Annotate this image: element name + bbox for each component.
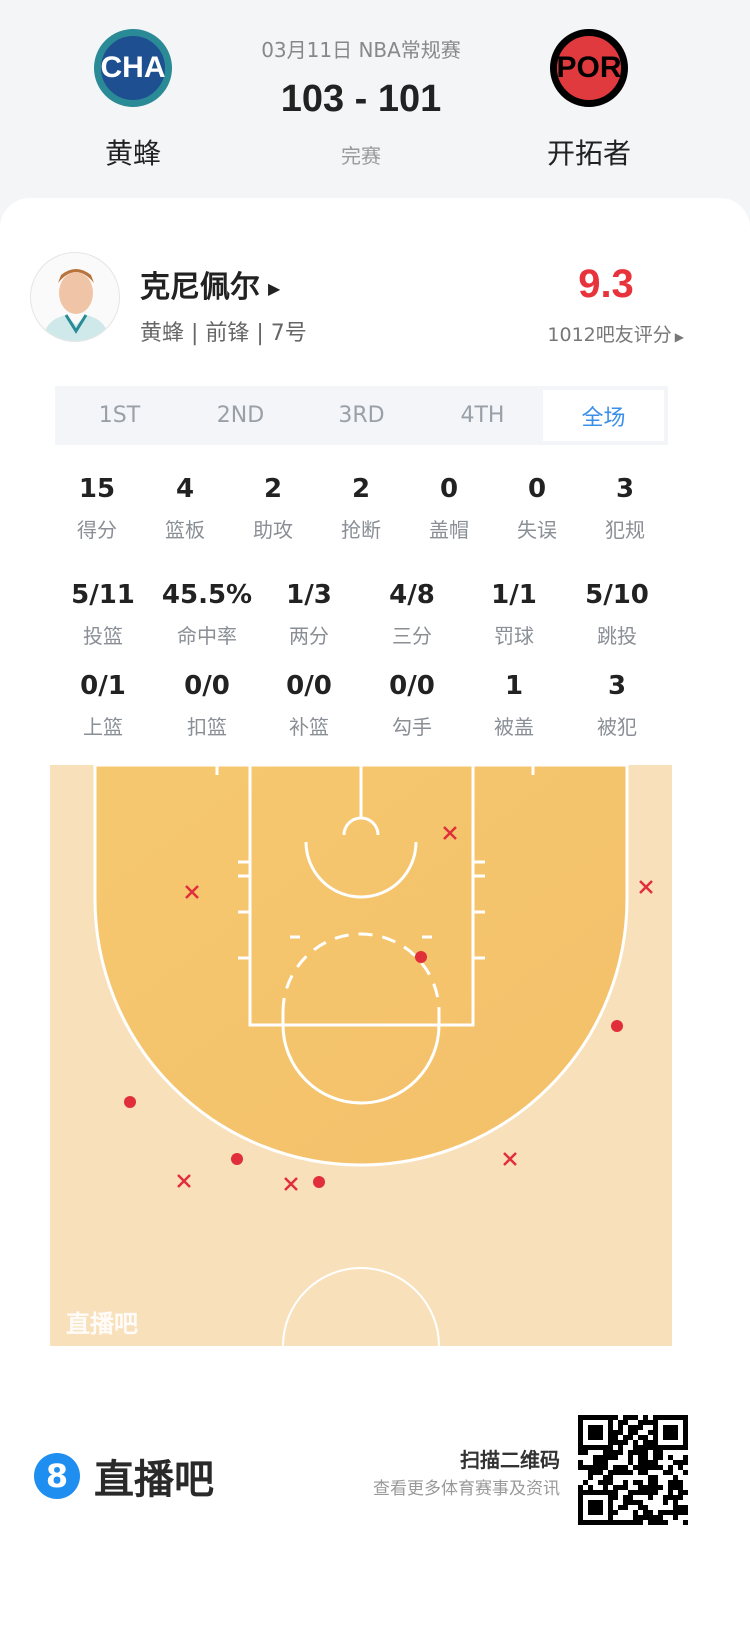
game-date-league: 03月11日 NBA常规赛 bbox=[261, 38, 461, 62]
stat-value: 0/0 bbox=[286, 671, 332, 701]
stat-label: 失误 bbox=[517, 518, 557, 542]
qr-code-icon[interactable] bbox=[578, 1415, 688, 1525]
stat-value: 2 bbox=[351, 474, 371, 504]
stat-label: 三分 bbox=[392, 624, 432, 648]
game-status: 完赛 bbox=[341, 144, 381, 168]
stat-label: 罚球 bbox=[494, 624, 534, 648]
rating-link[interactable]: 1012吧友评分 ▶ bbox=[547, 320, 684, 347]
home-team-name[interactable]: 黄蜂 bbox=[104, 137, 162, 170]
stat-value: 5/11 bbox=[71, 580, 135, 610]
player-name: 克尼佩尔 bbox=[140, 270, 260, 305]
basket bbox=[342, 816, 380, 836]
stat-label: 两分 bbox=[289, 624, 329, 648]
stat-label: 扣篮 bbox=[187, 715, 227, 739]
stat-label: 犯规 bbox=[605, 518, 645, 542]
center-circle bbox=[282, 1267, 440, 1347]
footer-brand[interactable]: 8 直播吧 bbox=[34, 1447, 214, 1505]
game-score: 103 - 101 bbox=[280, 78, 442, 120]
restricted-arc bbox=[304, 841, 418, 899]
stat-value: 0/1 bbox=[80, 671, 126, 701]
scan-subtitle: 查看更多体育赛事及资讯 bbox=[373, 1479, 560, 1499]
player-name-link[interactable]: 克尼佩尔 ▶ bbox=[140, 262, 280, 306]
stat-value: 45.5% bbox=[161, 580, 253, 610]
home-team-logo[interactable]: CHA bbox=[94, 29, 172, 107]
scan-title: 扫描二维码 bbox=[460, 1448, 560, 1472]
shot-missed bbox=[284, 1177, 298, 1191]
stat-label: 命中率 bbox=[177, 624, 237, 648]
stat-value: 0/0 bbox=[389, 671, 435, 701]
away-team-logo[interactable]: POR bbox=[550, 29, 628, 107]
shot-missed bbox=[177, 1174, 191, 1188]
shot-made bbox=[611, 1020, 623, 1032]
stat-value: 4/8 bbox=[389, 580, 435, 610]
tab-4[interactable]: 全场 bbox=[543, 390, 664, 441]
player-rating: 9.3 bbox=[578, 262, 634, 306]
stat-value: 3 bbox=[607, 671, 627, 701]
stat-value: 3 bbox=[615, 474, 635, 504]
stat-value: 4 bbox=[175, 474, 195, 504]
shot-missed bbox=[503, 1152, 517, 1166]
shot-made bbox=[231, 1153, 243, 1165]
stat-label: 补篮 bbox=[289, 715, 329, 739]
tab-3[interactable]: 4TH bbox=[460, 403, 505, 428]
stat-label: 盖帽 bbox=[429, 518, 469, 542]
shot-made bbox=[313, 1176, 325, 1188]
stat-value: 2 bbox=[263, 474, 283, 504]
stat-value: 1/3 bbox=[286, 580, 332, 610]
stat-value: 0 bbox=[439, 474, 459, 504]
stat-label: 得分 bbox=[77, 518, 117, 542]
stat-label: 被犯 bbox=[597, 715, 637, 739]
player-photo-icon bbox=[41, 269, 111, 341]
stat-value: 1 bbox=[504, 671, 524, 701]
stat-label: 跳投 bbox=[597, 624, 637, 648]
stat-label: 篮板 bbox=[165, 518, 205, 542]
away-team-name[interactable]: 开拓者 bbox=[546, 137, 632, 170]
caret-right-icon: ▶ bbox=[674, 330, 684, 344]
brand-name: 直播吧 bbox=[94, 1457, 214, 1503]
stat-label: 被盖 bbox=[494, 715, 534, 739]
stat-label: 勾手 bbox=[392, 715, 432, 739]
shot-made bbox=[415, 951, 427, 963]
brand-logo-icon: 8 bbox=[34, 1453, 80, 1499]
caret-right-icon: ▶ bbox=[268, 279, 281, 298]
stat-label: 助攻 bbox=[253, 518, 293, 542]
shot-missed bbox=[443, 826, 457, 840]
stat-label: 上篮 bbox=[83, 715, 123, 739]
shot-missed bbox=[639, 880, 653, 894]
stat-value: 1/1 bbox=[491, 580, 537, 610]
shot-chart: 直播吧 bbox=[50, 763, 672, 1347]
stat-label: 抢断 bbox=[341, 518, 381, 542]
stat-value: 15 bbox=[78, 474, 116, 504]
tab-1[interactable]: 2ND bbox=[216, 403, 265, 428]
period-tabs: 1ST 2ND 3RD 4TH 全场 bbox=[55, 386, 668, 445]
tab-0[interactable]: 1ST bbox=[98, 403, 141, 428]
free-throw-circle-bottom bbox=[281, 1012, 441, 1105]
stat-value: 5/10 bbox=[585, 580, 649, 610]
lane-marks bbox=[215, 765, 535, 960]
three-point-area bbox=[93, 763, 629, 1167]
stat-value: 0 bbox=[527, 474, 547, 504]
stat-label: 投篮 bbox=[83, 624, 123, 648]
player-avatar[interactable] bbox=[30, 252, 120, 342]
stat-value: 0/0 bbox=[184, 671, 230, 701]
court-watermark: 直播吧 bbox=[66, 1310, 138, 1338]
tab-2[interactable]: 3RD bbox=[338, 403, 385, 428]
player-info: 黄蜂 | 前锋 | 7号 bbox=[140, 321, 307, 346]
shot-missed bbox=[185, 885, 199, 899]
rating-label: 1012吧友评分 bbox=[547, 324, 672, 346]
shot-made bbox=[124, 1096, 136, 1108]
free-throw-circle-top bbox=[281, 932, 441, 1013]
